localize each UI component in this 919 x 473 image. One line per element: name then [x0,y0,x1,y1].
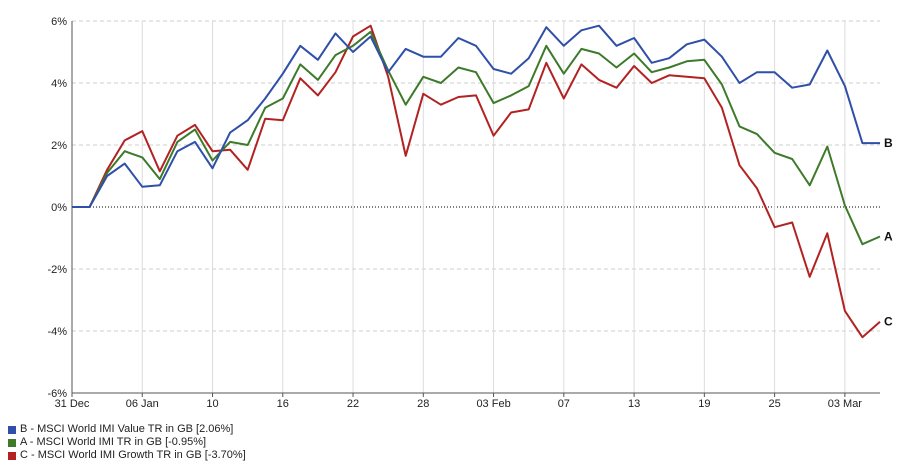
y-tick-label: -4% [47,326,67,338]
x-tick-label: 10 [206,398,218,410]
x-tick-label: 19 [698,398,710,410]
series-line-c [72,24,881,339]
legend-item-a: A - MSCI World IMI TR in GB [-0.95%] [8,436,246,449]
legend-item-b: B - MSCI World IMI Value TR in GB [2.06%… [8,423,246,436]
y-tick-label: 2% [51,140,67,152]
x-tick-label: 06 Jan [126,398,159,410]
legend-swatch-c [8,451,16,460]
x-tick-label: 03 Mar [828,398,863,410]
legend-label-b: B - MSCI World IMI Value TR in GB [2.06%… [20,423,234,435]
y-tick-label: 6% [51,16,67,28]
axes [71,21,880,397]
grid-lines [72,20,880,393]
legend: B - MSCI World IMI Value TR in GB [2.06%… [8,423,246,462]
legend-swatch-b [8,425,16,434]
y-tick-label: -2% [47,264,67,276]
legend-item-c: C - MSCI World IMI Growth TR in GB [-3.7… [8,449,246,462]
line-chart: 6% 4% 2% 0% -2% -4% -6%31 Dec 06 Jan 10 16 22 28 03 … [47,16,893,410]
y-tick-label: -6% [47,388,67,400]
x-tick-label: 22 [347,398,359,410]
x-tick-label: 25 [768,398,780,410]
legend-swatch-a [8,438,16,447]
x-tick-label: 28 [417,398,429,410]
y-tick-label: 0% [51,202,67,214]
end-label-a: A [884,229,893,243]
x-tick-label: 07 [558,398,570,410]
legend-label-c: C - MSCI World IMI Growth TR in GB [-3.7… [20,449,246,461]
x-tick-label: 13 [628,398,640,410]
end-label-b: B [884,136,893,150]
x-tick-label: 31 Dec [55,398,90,410]
y-tick-label: 4% [51,78,67,90]
tick-labels: 6% 4% 2% 0% -2% -4% -6%31 Dec 06 Jan 10 16 22 28 03 … [47,16,893,410]
series-line-a [72,30,881,246]
x-tick-label: 03 Feb [476,398,510,410]
x-tick-label: 16 [277,398,289,410]
end-label-c: C [884,315,893,329]
series-line-b [72,24,880,208]
series-lines [72,24,881,339]
legend-label-a: A - MSCI World IMI TR in GB [-0.95%] [20,436,207,448]
